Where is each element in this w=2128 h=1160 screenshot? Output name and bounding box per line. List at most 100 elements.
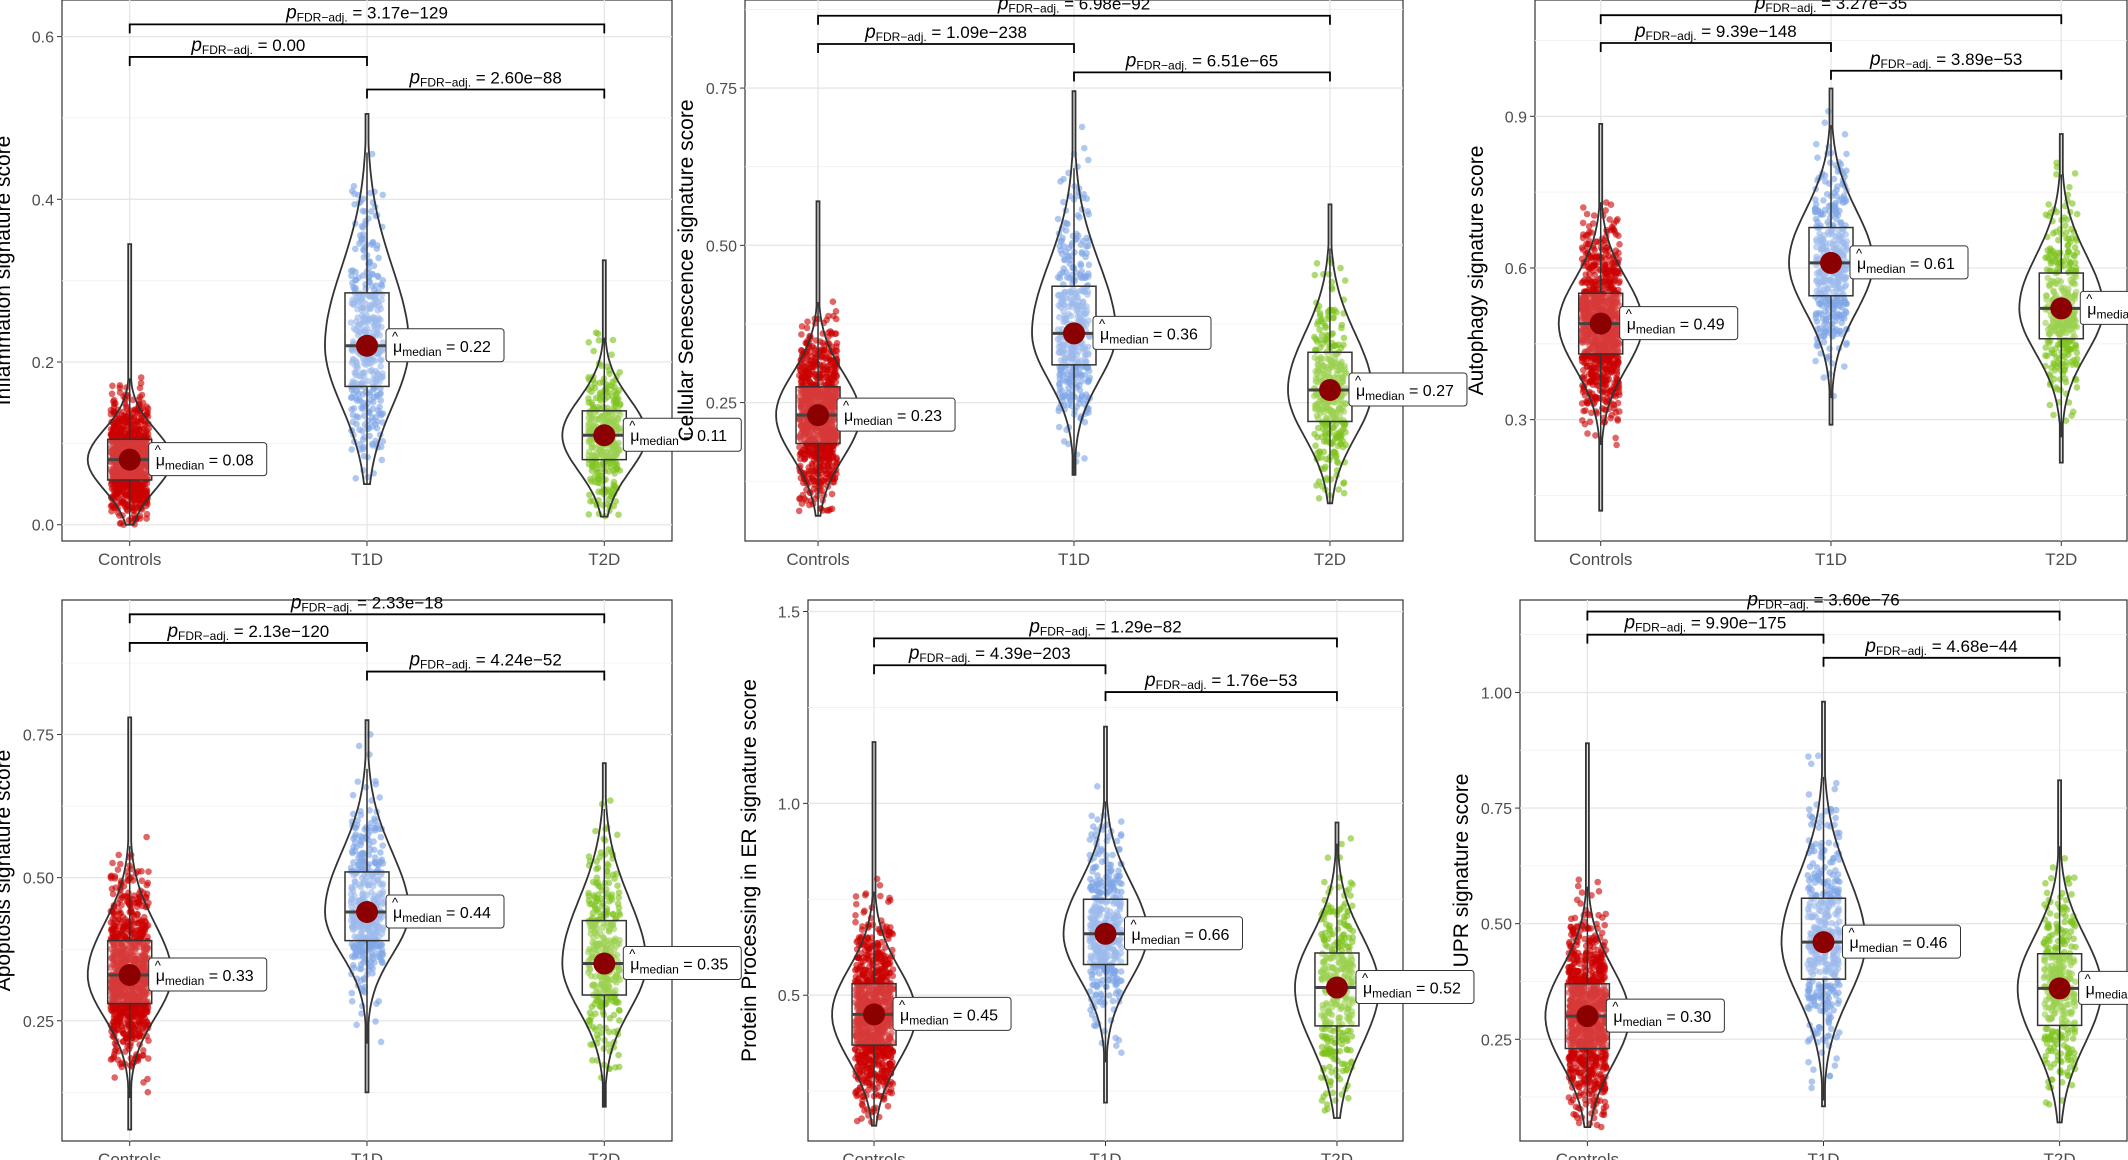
y-tick-label: 0.0: [32, 518, 54, 535]
data-point: [1341, 421, 1349, 428]
data-point: [2054, 341, 2062, 348]
data-point: [1063, 274, 1071, 281]
data-point: [1841, 297, 1849, 304]
y-axis-label: Autophagy signature score: [1465, 146, 1488, 396]
mu-subscript: median: [1866, 262, 1905, 276]
data-point: [359, 390, 367, 398]
data-point: [2062, 359, 2070, 366]
data-point: [2071, 170, 2079, 177]
data-point: [360, 253, 368, 261]
data-point: [1585, 354, 1592, 362]
data-point: [1591, 393, 1598, 401]
data-point: [1064, 220, 1071, 228]
data-point: [1614, 216, 1621, 223]
data-point: [1340, 334, 1348, 342]
data-point: [1586, 276, 1594, 284]
data-point: [1337, 264, 1344, 272]
data-point: [2073, 349, 2081, 357]
data-point: [799, 491, 807, 499]
data-point: [1590, 260, 1598, 268]
data-point: [2062, 222, 2069, 229]
data-point: [798, 331, 805, 338]
data-point: [1820, 333, 1828, 340]
x-tick-label: T2D: [588, 550, 620, 569]
data-point: [813, 487, 821, 495]
median-dot: [1063, 322, 1085, 345]
median-dot: [1589, 312, 1612, 335]
data-point: [803, 324, 811, 332]
data-point: [364, 422, 372, 430]
data-point: [2045, 339, 2053, 347]
data-point: [1820, 338, 1828, 346]
data-point: [2045, 201, 2052, 208]
data-point: [595, 488, 602, 496]
p-value-label: pFDR−adj. = 6.98e−92: [997, 0, 1150, 16]
median-value: = 0.49: [1675, 317, 1724, 334]
data-point: [1614, 415, 1621, 423]
data-point: [137, 374, 145, 381]
data-point: [1813, 140, 1820, 148]
data-point: [373, 245, 381, 252]
data-point: [2061, 353, 2068, 361]
p-subscript: FDR−adj.: [1646, 29, 1697, 43]
p-symbol: p: [408, 67, 420, 88]
data-point: [800, 359, 808, 367]
data-point: [108, 431, 115, 438]
data-point: [608, 351, 615, 359]
data-point: [378, 281, 385, 288]
data-point: [1318, 433, 1326, 441]
data-point: [818, 456, 826, 464]
x-tick-label: T2D: [2045, 550, 2077, 569]
data-point: [609, 336, 617, 344]
data-point: [815, 468, 823, 475]
data-point: [1331, 448, 1338, 456]
data-point: [828, 505, 836, 513]
p-subscript: FDR−adj.: [876, 30, 927, 44]
data-point: [353, 388, 361, 395]
x-tick-label: T1D: [351, 1150, 383, 1160]
data-point: [1325, 271, 1333, 278]
data-point: [1312, 442, 1319, 450]
data-point: [356, 232, 364, 239]
data-point: [1085, 377, 1093, 384]
x-tick-label: T1D: [1815, 550, 1847, 569]
data-point: [1843, 339, 1850, 347]
data-point: [585, 339, 592, 346]
data-point: [827, 356, 834, 364]
data-point: [107, 406, 115, 414]
data-point: [360, 246, 367, 253]
y-tick-label: 0.25: [23, 1014, 54, 1031]
data-point: [1590, 267, 1597, 275]
data-point: [829, 446, 837, 453]
data-point: [2071, 244, 2079, 251]
median-dot: [807, 404, 830, 427]
data-point: [378, 410, 385, 418]
data-point: [1587, 371, 1595, 378]
data-point: [805, 467, 813, 475]
data-point: [1589, 220, 1597, 227]
data-point: [2063, 339, 2070, 346]
data-point: [2047, 247, 2055, 254]
data-point: [356, 426, 363, 434]
median-label: μmedian = 0.52^: [2079, 290, 2128, 325]
p-subscript: FDR−adj.: [202, 43, 253, 57]
data-point: [804, 318, 811, 326]
data-point: [2061, 366, 2069, 373]
data-point: [599, 501, 607, 509]
data-point: [1076, 386, 1084, 394]
data-point: [1334, 433, 1342, 441]
data-point: [1058, 250, 1066, 258]
data-point: [123, 423, 130, 431]
data-point: [1613, 441, 1620, 449]
median-value: = 0.08: [204, 453, 253, 470]
data-point: [1606, 279, 1614, 287]
data-point: [1607, 201, 1615, 208]
data-point: [824, 366, 832, 373]
data-point: [1612, 359, 1619, 367]
data-point: [2063, 216, 2071, 223]
mu-subscript: median: [1365, 389, 1404, 403]
data-point: [599, 459, 607, 467]
data-point: [1841, 363, 1848, 370]
data-point: [367, 208, 375, 215]
